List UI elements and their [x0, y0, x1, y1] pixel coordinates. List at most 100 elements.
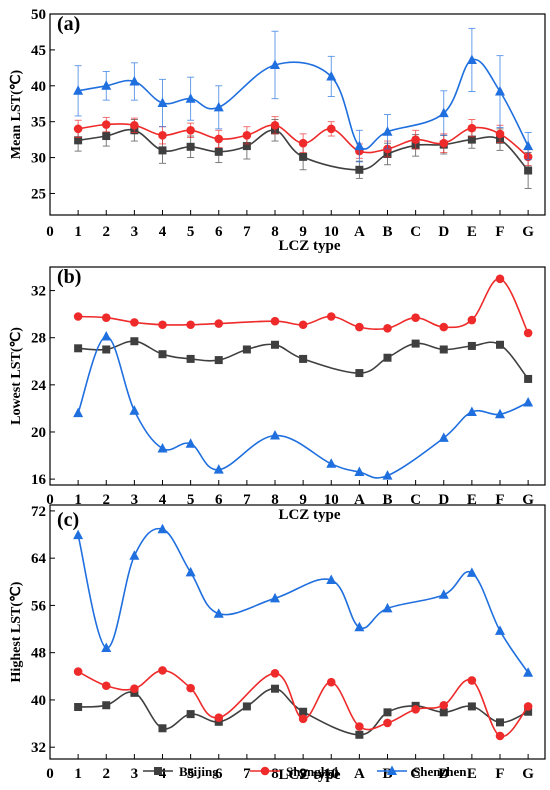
y-tick-label: 25: [31, 186, 46, 202]
series-shenzhen: [73, 331, 534, 480]
data-point-shanghai: [495, 274, 505, 284]
x-tick-label: G: [522, 492, 534, 508]
y-tick-label: 40: [31, 693, 46, 709]
legend-item-beijing: Beijing: [143, 764, 219, 779]
data-point-shanghai: [467, 676, 477, 685]
x-tick-label: D: [438, 766, 449, 782]
y-tick-label: 64: [31, 551, 47, 567]
data-point-shenzhen: [382, 602, 393, 613]
x-tick-label: F: [495, 766, 504, 782]
data-point-shenzhen: [523, 667, 534, 677]
y-tick-label: 16: [31, 472, 47, 488]
data-point-beijing: [242, 702, 251, 711]
data-point-shanghai: [467, 315, 477, 325]
data-point-shenzhen: [438, 432, 449, 442]
data-point-shenzhen: [523, 140, 534, 151]
data-point-beijing: [271, 340, 279, 349]
y-tick-label: 35: [31, 115, 46, 131]
y-tick-label: 40: [31, 79, 46, 95]
data-point-shanghai: [130, 684, 139, 694]
data-point-beijing: [467, 341, 476, 350]
data-point-beijing: [524, 166, 533, 175]
series-line-beijing: [77, 128, 529, 172]
data-point-shenzhen: [101, 331, 112, 341]
x-tick-label: D: [438, 492, 449, 508]
data-point-shenzhen: [382, 126, 393, 136]
series-shenzhen: [73, 27, 534, 163]
data-point-shenzhen: [270, 592, 280, 603]
data-point-shenzhen: [185, 438, 196, 448]
data-point-shanghai: [467, 123, 477, 133]
data-point-shenzhen: [466, 54, 477, 64]
x-tick-label: 5: [187, 224, 195, 240]
data-point-shanghai: [439, 700, 449, 710]
x-tick-label: 2: [103, 766, 111, 782]
data-point-shanghai: [523, 328, 533, 338]
data-point-beijing: [271, 684, 279, 693]
data-point-shanghai: [495, 129, 505, 139]
data-point-shanghai: [101, 120, 111, 129]
data-point-shenzhen: [73, 407, 84, 418]
x-tick-label: E: [467, 224, 477, 240]
series-shanghai: [73, 116, 533, 166]
data-point-shanghai: [411, 135, 420, 144]
y-tick-label: 30: [31, 151, 46, 167]
data-point-shanghai: [298, 320, 308, 330]
data-point-beijing: [102, 701, 111, 710]
data-point-shenzhen: [101, 642, 112, 652]
data-point-shenzhen: [438, 107, 449, 118]
data-point-beijing: [439, 708, 448, 717]
data-point-beijing: [299, 152, 308, 161]
series-shanghai: [73, 274, 533, 338]
data-point-shenzhen: [157, 97, 168, 108]
data-point-beijing: [355, 730, 364, 739]
data-point-shanghai: [523, 702, 533, 711]
series-line-shanghai: [78, 278, 529, 334]
data-point-shenzhen: [466, 406, 477, 416]
x-tick-label: 5: [187, 492, 195, 508]
y-axis-label: Lowest LST(℃): [9, 327, 24, 425]
x-axis-label: LCZ type: [278, 238, 340, 254]
series-shanghai: [73, 666, 533, 741]
data-point-beijing: [214, 147, 223, 156]
data-point-shanghai: [411, 705, 420, 714]
series-line-beijing: [78, 340, 529, 380]
data-point-shanghai: [495, 731, 505, 741]
data-point-shenzhen: [185, 93, 196, 103]
panel-label: (c): [57, 509, 79, 531]
series-line-shenzhen: [77, 527, 529, 674]
data-point-shanghai: [214, 134, 224, 144]
y-tick-label: 32: [31, 740, 46, 756]
data-point-shenzhen: [523, 397, 534, 407]
x-tick-label: E: [467, 492, 477, 508]
x-tick-label: D: [438, 224, 449, 240]
series-shenzhen: [73, 523, 534, 677]
x-tick-label: 9: [299, 224, 307, 240]
data-point-shanghai: [270, 669, 280, 678]
y-tick-label: 32: [31, 284, 46, 300]
data-point-beijing: [158, 146, 167, 155]
data-point-beijing: [130, 337, 139, 346]
data-point-beijing: [242, 345, 251, 354]
panel-label: (a): [57, 13, 80, 35]
data-point-shenzhen: [326, 574, 337, 585]
data-point-shenzhen: [270, 59, 280, 69]
data-point-shanghai: [439, 322, 449, 332]
x-tick-label: 3: [131, 766, 139, 782]
data-point-shanghai: [326, 312, 336, 321]
legend-item-shanghai: Shanghai: [250, 764, 338, 779]
x-tick-label: B: [382, 766, 392, 782]
y-tick-label: 48: [31, 646, 46, 662]
x-tick-label: 4: [159, 224, 167, 240]
data-point-shenzhen: [326, 70, 337, 81]
data-point-shenzhen: [354, 621, 365, 632]
x-tick-label: F: [495, 224, 504, 240]
y-tick-label: 45: [31, 43, 46, 59]
legend-label: Beijing: [179, 764, 219, 779]
data-point-shenzhen: [101, 80, 112, 90]
x-tick-label: 9: [299, 492, 307, 508]
series-beijing: [74, 119, 533, 189]
x-tick-label: 5: [187, 766, 195, 782]
